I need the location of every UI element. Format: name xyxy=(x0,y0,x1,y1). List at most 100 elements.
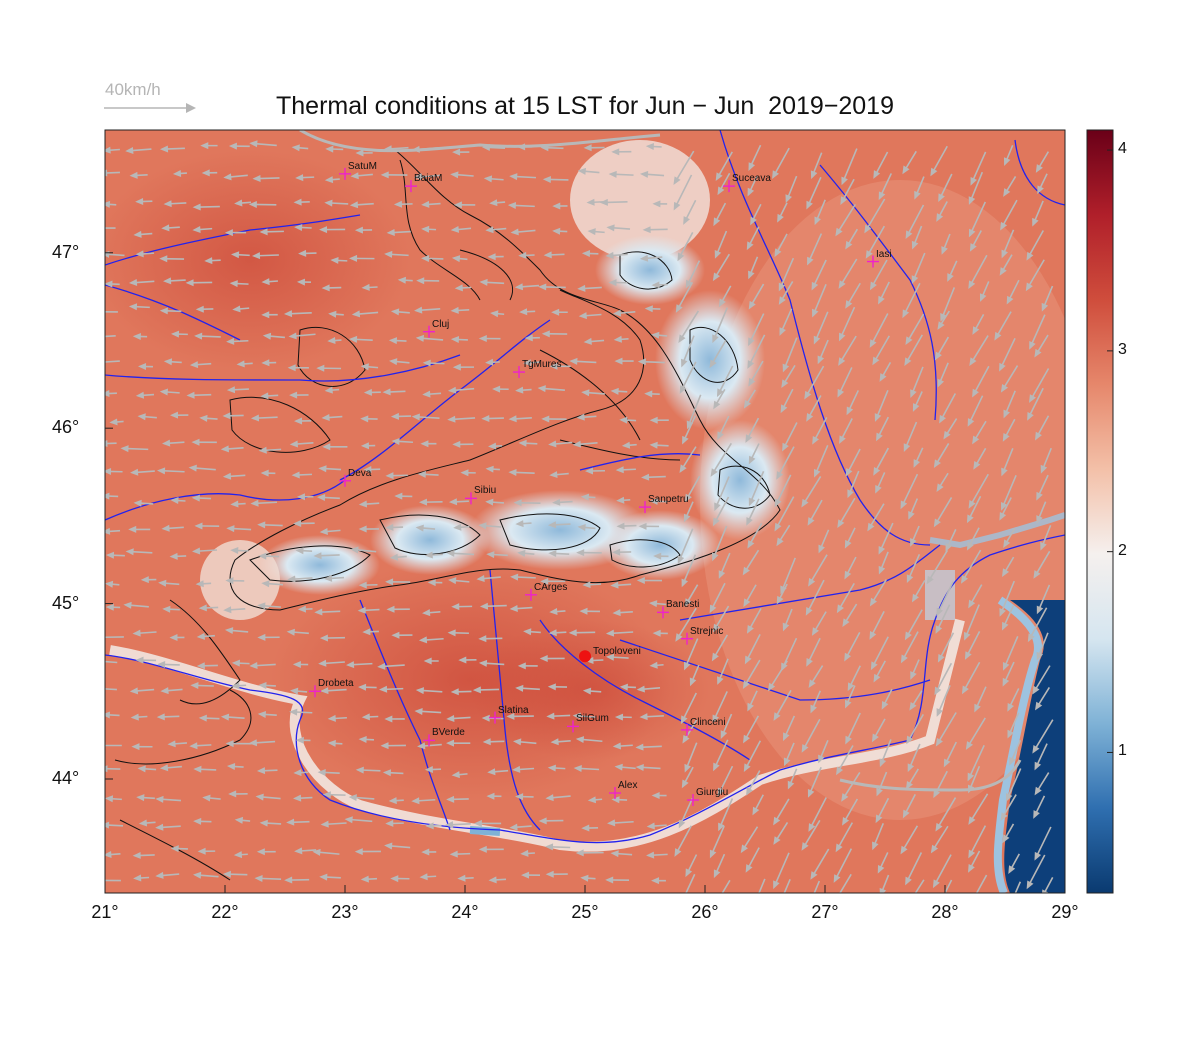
wind-arrow-head xyxy=(128,525,137,533)
wind-arrow-head xyxy=(945,542,953,552)
wind-arrow-head xyxy=(454,284,463,292)
colorbar-tick-label: 1 xyxy=(1118,742,1127,760)
wind-arrow-head xyxy=(292,660,301,668)
wind-arrow-head xyxy=(678,334,686,344)
wind-arrow-head xyxy=(774,522,782,532)
wind-arrow-head xyxy=(869,631,877,640)
wind-arrow-head xyxy=(473,819,482,827)
wind-arrow xyxy=(968,254,988,288)
x-tick-label: 28° xyxy=(931,902,959,922)
wind-arrow-head xyxy=(614,357,623,365)
x-tick-label: 27° xyxy=(811,902,839,922)
wind-arrow-head xyxy=(961,685,969,695)
wind-arrow-head xyxy=(713,400,721,410)
wind-arrow-head xyxy=(327,739,336,747)
wind-arrow-head xyxy=(937,321,945,330)
wind-arrow-head xyxy=(362,628,371,636)
wind-arrow-head xyxy=(871,733,879,743)
wind-arrow-head xyxy=(135,391,145,399)
wind-arrow-head xyxy=(391,631,400,639)
wind-arrow-head xyxy=(635,763,644,771)
wind-arrow-head xyxy=(876,787,883,797)
wind-arrow-head xyxy=(319,634,328,642)
wind-arrow-head xyxy=(808,577,816,587)
wind-arrow xyxy=(712,307,729,342)
wind-arrow-head xyxy=(845,468,853,477)
wind-arrow-head xyxy=(537,385,546,393)
wind-arrow-head xyxy=(451,603,460,611)
wind-arrow-head xyxy=(1007,702,1014,712)
wind-arrow-head xyxy=(568,629,577,637)
wind-arrow-head xyxy=(710,468,718,477)
wind-arrow-head xyxy=(576,413,585,421)
wind-arrow-head xyxy=(446,795,455,803)
wind-arrow xyxy=(105,360,120,363)
wind-arrow-head xyxy=(460,469,469,477)
wind-arrow-head xyxy=(684,763,691,773)
wind-arrow-head xyxy=(875,814,883,824)
wind-arrow-head xyxy=(621,441,631,449)
wind-arrow-head xyxy=(544,843,554,851)
wind-arrow-head xyxy=(478,335,487,343)
wind-arrow xyxy=(773,852,790,888)
wind-arrow-head xyxy=(361,283,370,291)
wind-arrow-head xyxy=(231,682,240,690)
wind-arrow-head xyxy=(95,333,103,340)
wind-arrow-head xyxy=(712,517,720,527)
wind-arrow-head xyxy=(354,848,363,856)
wind-arrow-head xyxy=(545,794,554,802)
wind-arrow xyxy=(1014,881,1022,893)
wind-arrow-head xyxy=(457,874,466,882)
wind-arrow-head xyxy=(411,797,420,805)
city-marker-icon xyxy=(639,501,651,514)
wind-arrow-head xyxy=(418,636,428,644)
wind-arrow-head xyxy=(937,378,945,388)
wind-arrow-head xyxy=(252,174,261,182)
wind-arrow-head xyxy=(933,459,941,469)
wind-arrow-head xyxy=(743,734,750,744)
wind-arrow-head xyxy=(388,337,398,345)
wind-arrow-head xyxy=(543,251,552,259)
wind-arrow-head xyxy=(837,519,845,529)
wind-arrow-head xyxy=(744,655,752,665)
wind-arrow-head xyxy=(137,413,146,421)
wind-arrow-head xyxy=(869,281,877,291)
city-marker-icon xyxy=(339,474,351,487)
wind-arrow-head xyxy=(413,173,422,181)
wind-arrow-head xyxy=(105,795,114,803)
wind-arrow-head xyxy=(220,445,230,453)
wind-arrow-head xyxy=(169,552,178,560)
wind-arrow-head xyxy=(779,896,785,905)
wind-arrow xyxy=(808,797,827,831)
wind-arrow-head xyxy=(539,655,548,663)
wind-arrow-head xyxy=(257,602,266,610)
wind-arrow-head xyxy=(970,176,977,186)
wind-arrow-head xyxy=(487,768,496,776)
wind-arrow-head xyxy=(226,337,235,345)
wind-arrow-head xyxy=(226,763,236,771)
wind-arrow-head xyxy=(872,356,880,366)
wind-arrow-head xyxy=(811,627,819,636)
wind-arrow-head xyxy=(357,606,366,614)
wind-arrow-head xyxy=(105,741,106,749)
border-line xyxy=(299,130,661,153)
wind-arrow-head xyxy=(777,213,784,223)
wind-arrow-head xyxy=(1001,249,1008,259)
wind-arrow-head xyxy=(967,772,975,782)
wind-arrow-head xyxy=(510,228,519,236)
wind-arrow xyxy=(944,879,953,893)
wind-arrow-head xyxy=(652,200,661,208)
wind-arrow-head xyxy=(684,493,692,503)
wind-arrow xyxy=(933,854,952,887)
wind-arrow-head xyxy=(938,193,945,203)
wind-arrow-head xyxy=(877,864,885,874)
wind-arrow-head xyxy=(192,203,201,211)
wind-arrow-head xyxy=(745,864,753,873)
wind-arrow-head xyxy=(911,275,919,284)
wind-arrow-head xyxy=(133,230,142,238)
wind-arrow-head xyxy=(424,551,433,559)
wind-arrow xyxy=(1029,368,1050,402)
wind-arrow-head xyxy=(105,467,112,475)
wind-arrow-head xyxy=(188,464,197,472)
wind-arrow-head xyxy=(966,514,974,524)
